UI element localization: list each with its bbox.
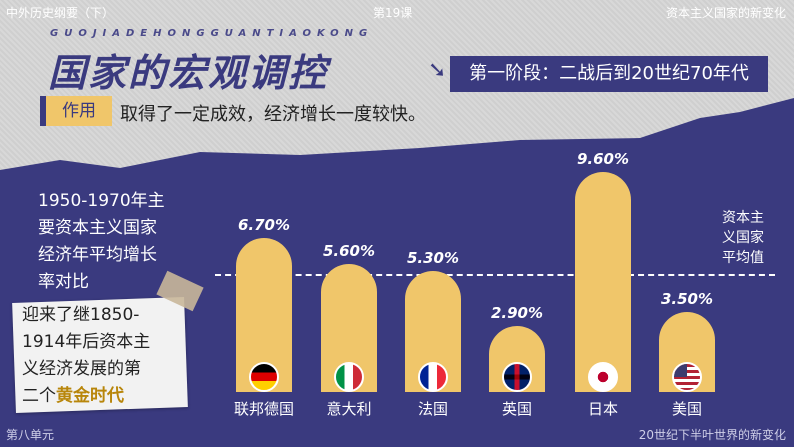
average-label-line: 义国家 — [722, 230, 764, 246]
country-label: 美国 — [671, 400, 702, 418]
average-label-line: 平均值 — [722, 250, 764, 266]
desc-line: 率对比 — [38, 272, 89, 292]
country-label: 日本 — [587, 400, 618, 418]
note-line: 二个黄金时代 — [22, 383, 187, 410]
usa-flag-icon — [672, 362, 702, 392]
country-label: 意大利 — [326, 400, 372, 418]
desc-line: 要资本主义国家 — [38, 218, 157, 238]
uk-flag-icon — [502, 362, 532, 392]
france-flag-icon — [418, 362, 448, 392]
japan-flag-icon — [588, 362, 618, 392]
germany-flag-icon — [249, 362, 279, 392]
note-line: 1914年后资本主 — [22, 332, 151, 352]
country-label: 法国 — [417, 400, 448, 418]
header-course: 中外历史纲要（下） — [6, 6, 115, 20]
bar-value-label: 9.60% — [576, 150, 630, 168]
country-label: 联邦德国 — [233, 400, 294, 418]
country-label: 英国 — [501, 400, 532, 418]
bar-value-label: 6.70% — [237, 216, 291, 235]
note-line-text: 二个 — [22, 386, 56, 406]
average-label: 资本主 义国家 平均值 — [722, 208, 764, 268]
header-lesson: 第19课 — [373, 6, 413, 20]
note-line: 义经济发展的第 — [22, 359, 141, 379]
average-label-line: 资本主 — [722, 210, 764, 226]
arrow-icon: ➘ — [428, 58, 447, 83]
golden-age-highlight: 黄金时代 — [56, 386, 124, 406]
role-tag: 作用 — [40, 96, 112, 126]
bar-value-label: 5.30% — [406, 248, 460, 267]
bar-value-label: 3.50% — [660, 289, 714, 308]
chart-description: 1950-1970年主 要资本主义国家 经济年平均增长 率对比 — [38, 188, 165, 296]
desc-line: 1950-1970年主 — [38, 191, 165, 211]
bar-value-label: 5.60% — [322, 241, 376, 260]
header-topic: 资本主义国家的新变化 — [665, 6, 786, 20]
footer-topic: 20世纪下半叶世界的新变化 — [638, 428, 786, 442]
stage-banner: 第一阶段：二战后到20世纪70年代 — [450, 56, 768, 92]
bar-value-label: 2.90% — [490, 303, 544, 322]
average-line — [215, 274, 775, 276]
role-text: 取得了一定成效，经济增长一度较快。 — [120, 104, 426, 125]
title-pinyin: GUOJIADEHONGGUANTIAOKONG — [50, 28, 374, 39]
golden-age-note: 迎来了继1850- 1914年后资本主 义经济发展的第 二个黄金时代 — [22, 302, 187, 410]
bar — [575, 172, 631, 392]
desc-line: 经济年平均增长 — [38, 245, 157, 265]
footer-unit: 第八单元 — [6, 428, 55, 442]
italy-flag-icon — [334, 362, 364, 392]
page-title: 国家的宏观调控 — [48, 51, 329, 95]
note-line: 迎来了继1850- — [22, 305, 140, 325]
usa-canton — [674, 364, 687, 377]
